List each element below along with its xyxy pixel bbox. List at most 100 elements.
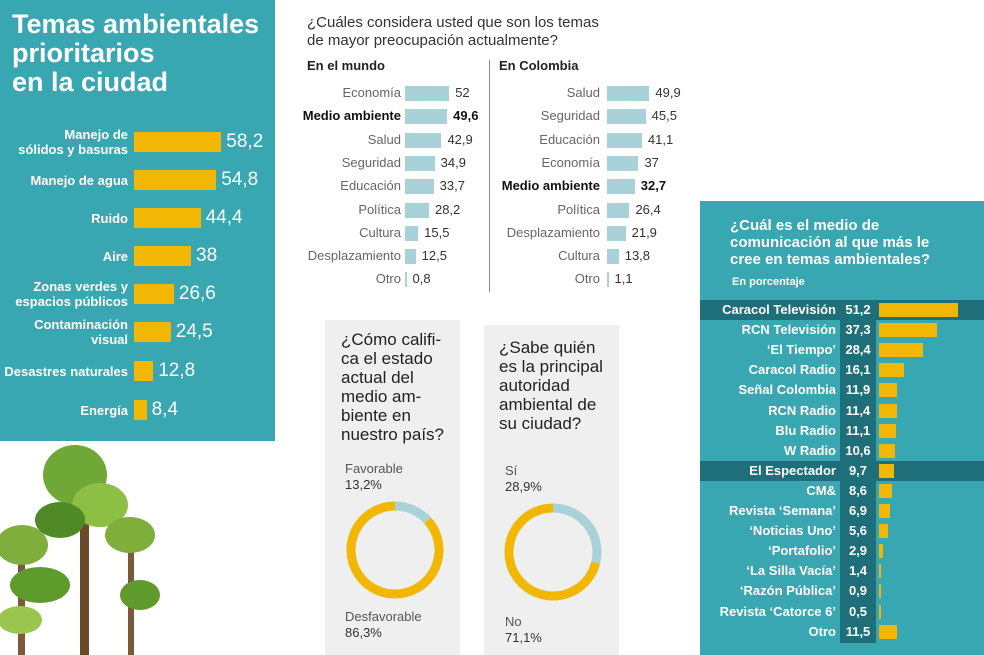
right-title-line: ¿Cuál es el medio de	[730, 217, 880, 234]
left-bar-label-line: visual	[91, 332, 128, 347]
world-value: 49,6	[453, 108, 479, 124]
left-bar-value: 38	[196, 245, 218, 266]
donut2-question-line: es la principal	[499, 357, 603, 376]
colombia-bar	[607, 202, 630, 218]
world-bar	[405, 249, 416, 265]
left-bar-value: 58,2	[226, 131, 264, 152]
donut2-question-line: ambiental de	[499, 395, 597, 414]
left-bar	[134, 170, 217, 190]
world-bar	[405, 202, 429, 218]
colombia-label: Seguridad	[540, 108, 600, 124]
world-bar	[405, 86, 450, 101]
donut2-question-line: ¿Sabe quién	[499, 338, 596, 357]
world-label: Otro	[375, 271, 401, 287]
column-separator	[489, 60, 490, 292]
colombia-label: Salud	[566, 85, 600, 100]
left-bar	[134, 400, 147, 420]
donut1-question-line: ¿Cómo califi-	[341, 330, 442, 349]
left-bar-label-line: Manejo de	[64, 127, 128, 142]
world-label: Cultura	[359, 224, 401, 240]
donut2-question: ¿Sabe quién es la principal autoridad am…	[499, 338, 603, 433]
left-bar	[134, 132, 222, 152]
donut1-value-a: 13,2%	[345, 477, 382, 492]
donut2-slice-a	[552, 503, 602, 564]
colombia-bar	[607, 132, 642, 148]
left-bar-value: 26,6	[178, 283, 216, 304]
colombia-value: 26,4	[635, 201, 661, 217]
colombia-label: Educación	[539, 131, 600, 147]
donut1-question-line: nuestro país?	[341, 425, 445, 444]
world-label: Salud	[367, 131, 401, 147]
right-title-line: comunicación al que más le	[730, 234, 930, 251]
colombia-label: Cultura	[558, 248, 600, 264]
left-bar-value: 8,4	[151, 399, 179, 420]
donut1-chart	[346, 501, 444, 599]
colombia-value: 1,1	[614, 271, 633, 287]
left-bar-label: Desastres naturales	[0, 364, 128, 379]
world-bar	[405, 155, 435, 171]
tree-illustration	[0, 445, 160, 655]
left-title-line: prioritarios	[12, 38, 155, 68]
media-value-column	[840, 300, 876, 643]
donut2-question-line: autoridad	[499, 376, 570, 395]
left-title: Temas ambientales prioritarios en la ciu…	[12, 10, 274, 97]
left-bar-label: Manejo de sólidos y basuras	[0, 127, 128, 157]
donut1-question-line: ca el estado	[341, 349, 433, 368]
world-value: 33,7	[439, 178, 465, 194]
donut1-question-line: medio am-	[341, 387, 422, 406]
colombia-label: Desplazamiento	[506, 224, 600, 240]
world-value: 34,9	[440, 154, 466, 170]
left-bar-label: Manejo de agua	[0, 173, 128, 188]
colombia-bar	[607, 249, 619, 265]
mid-question-line: ¿Cuáles considera usted que son los tema…	[307, 14, 599, 31]
donut1-label-desfavorable: Desfavorable 86,3%	[345, 609, 422, 641]
donut1-slice-a	[394, 501, 431, 524]
left-title-line: en la ciudad	[12, 67, 169, 97]
world-label: Educación	[340, 178, 401, 194]
donut-box-estado	[325, 320, 460, 655]
donut1-label-b: Desfavorable	[345, 609, 422, 624]
donut2-label-b: No	[505, 614, 522, 629]
world-bar	[405, 225, 419, 241]
world-bar	[405, 109, 448, 125]
left-bar-label-line: Ruido	[91, 210, 128, 226]
donut1-question-line: biente en	[341, 406, 411, 425]
left-bar-value: 12,8	[158, 360, 196, 381]
left-bar-label-line: Manejo de agua	[30, 172, 128, 188]
left-bar-label-line: Energía	[80, 402, 128, 418]
colombia-bar	[607, 109, 646, 125]
left-bar	[134, 246, 191, 266]
left-bar-label: Ruido	[0, 211, 128, 226]
donut1-question: ¿Cómo califi- ca el estado actual del me…	[341, 330, 444, 444]
world-label: Economía	[342, 85, 401, 100]
left-bar-label-line: espacios públicos	[15, 294, 128, 309]
left-bar-label-line: Contaminación	[34, 317, 128, 332]
colombia-bar	[607, 272, 609, 288]
donut1-label-favorable: Favorable 13,2%	[345, 461, 403, 493]
colombia-value: 32,7	[640, 178, 667, 194]
colombia-bar	[607, 155, 639, 171]
left-bar-value: 54,8	[221, 169, 259, 190]
world-value: 12,5	[421, 248, 447, 264]
donut2-chart	[504, 503, 602, 601]
colombia-bar	[607, 225, 626, 241]
donut2-value-b: 71,1%	[505, 630, 542, 645]
left-title-line: Temas ambientales	[12, 9, 260, 39]
right-title-line: cree en temas ambientales?	[730, 251, 931, 268]
world-label: Desplazamiento	[307, 248, 401, 264]
left-bar-value: 24,5	[175, 321, 213, 342]
left-bar-chart: Manejo de sólidos y basuras 58,2 Manejo de …	[0, 0, 275, 441]
colombia-value: 45,5	[651, 108, 677, 124]
world-value: 0,8	[412, 271, 431, 287]
colombia-label: Medio ambiente	[501, 178, 600, 194]
donut2-slice-b	[504, 503, 601, 601]
colombia-value: 21,9	[631, 224, 657, 240]
donut2-label-a: Sí	[505, 463, 518, 478]
left-bar	[134, 284, 174, 304]
left-bar	[134, 208, 201, 228]
world-bar	[405, 132, 442, 148]
world-value: 15,5	[424, 224, 450, 240]
left-bar-value: 44,4	[205, 207, 243, 228]
donut1-value-b: 86,3%	[345, 625, 382, 640]
mid-question: ¿Cuáles considera usted que son los tema…	[307, 14, 599, 50]
